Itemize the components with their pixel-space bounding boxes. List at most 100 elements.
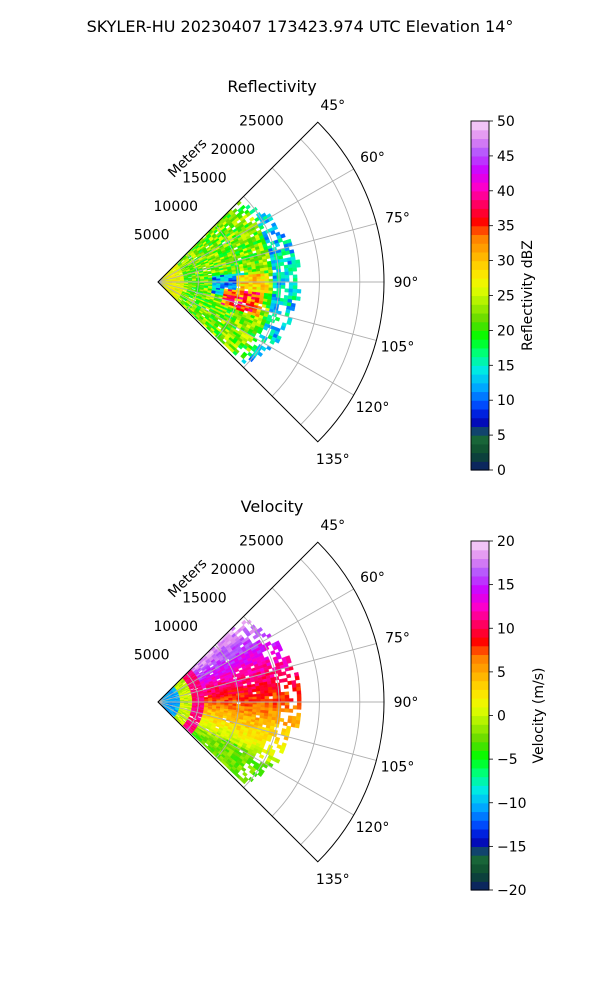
colorbar-band (471, 706, 489, 717)
colorbar-tick-label: 40 (497, 184, 515, 200)
colorbar-band (471, 794, 489, 804)
radial-tick-label: 10000 (154, 199, 199, 215)
radar-cell (284, 694, 290, 699)
colorbar-band (471, 698, 489, 708)
radar-cell (288, 708, 294, 713)
radar-cell (282, 301, 288, 307)
radar-cell (260, 276, 266, 280)
radar-cell (287, 264, 293, 269)
radar-cell (274, 316, 281, 322)
radar-cell (284, 274, 290, 279)
radar-cell (284, 271, 290, 276)
colorbar-tick-label: 0 (497, 463, 506, 479)
colorbar-band (471, 776, 489, 786)
reflectivity-panel: Reflectivity500010000150002000025000Mete… (134, 77, 536, 479)
azimuth-tick-label: 75° (385, 210, 410, 226)
colorbar-band (471, 138, 489, 148)
radar-cell (268, 281, 274, 286)
radar-cell (283, 264, 289, 269)
radar-cell (270, 650, 276, 656)
azimuth-tick-label: 90° (394, 275, 419, 291)
radar-cell (264, 284, 270, 289)
radar-cell (296, 694, 302, 699)
azimuth-tick-label: 105° (381, 340, 415, 356)
radar-cell (288, 292, 293, 297)
colorbar-tick-label: −15 (497, 839, 527, 855)
colorbar-band (471, 584, 489, 594)
radar-cell (272, 281, 278, 286)
colorbar-band (471, 802, 489, 813)
radar-cell (292, 687, 298, 692)
colorbar-band (471, 286, 489, 297)
colorbar-band (471, 347, 489, 358)
colorbar-tick-label: 30 (497, 254, 515, 270)
colorbar-band (471, 155, 489, 166)
radar-cell (272, 689, 277, 694)
radar-cell (239, 268, 245, 272)
colorbar-band (471, 689, 489, 699)
radar-cell (268, 704, 274, 709)
subplot-title: Velocity (241, 497, 304, 516)
radar-cell (244, 277, 249, 280)
radar-cell (268, 692, 274, 697)
colorbar-band (471, 855, 489, 865)
radar-cell (280, 271, 286, 276)
colorbar-band (471, 549, 489, 560)
radar-cell (240, 277, 245, 281)
radar-cell (288, 285, 294, 290)
colorbar-band (471, 558, 489, 568)
colorbar-band (471, 846, 489, 856)
radar-cell (241, 358, 247, 365)
azimuth-tick-label: 105° (381, 760, 415, 776)
colorbar-band (471, 750, 489, 760)
radial-tick-label: 15000 (182, 590, 227, 606)
radar-cell (286, 320, 292, 326)
colorbar-band (471, 610, 489, 621)
azimuth-tick-label: 45° (320, 518, 345, 534)
radar-cell (260, 696, 266, 700)
radar-data (159, 200, 302, 365)
radar-cell (288, 288, 294, 293)
colorbar-band (471, 759, 489, 769)
colorbar-tick-label: 10 (497, 393, 515, 409)
radar-cell (264, 695, 270, 700)
radar-cell (272, 701, 278, 706)
colorbar-tick-label: 50 (497, 114, 515, 130)
radar-cell (288, 281, 294, 286)
colorbar-band (471, 260, 489, 270)
radar-cell (256, 696, 262, 700)
radar-cell (268, 707, 274, 712)
azimuth-tick-label: 120° (356, 820, 390, 836)
radar-cell (296, 698, 302, 703)
radar-cell (284, 691, 290, 696)
colorbar-band (471, 636, 489, 647)
colorbar-band (471, 671, 489, 682)
radar-cell (268, 284, 274, 289)
radar-cell (272, 275, 278, 280)
radar-cell (284, 698, 290, 703)
radar-cell (240, 697, 245, 701)
radar-cell (268, 269, 273, 274)
radar-cell (255, 712, 261, 716)
radar-cell (288, 271, 294, 276)
colorbar-tick-label: 10 (497, 621, 515, 637)
radar-cell (296, 705, 302, 710)
colorbar-band (471, 575, 489, 586)
radar-cell (256, 273, 261, 278)
radar-cell (224, 698, 229, 701)
radar-cell (224, 278, 229, 281)
radar-cell (295, 263, 301, 268)
colorbar-band (471, 820, 489, 830)
radar-cell (252, 276, 258, 280)
radar-cell (284, 701, 290, 706)
colorbar-band (471, 663, 489, 673)
radar-cell (292, 288, 298, 294)
colorbar-band (471, 225, 489, 236)
radar-cell (280, 275, 286, 279)
radar-cell (258, 224, 265, 231)
radar-cell (268, 278, 274, 283)
colorbar-band (471, 278, 489, 288)
azimuth-tick-label: 60° (360, 570, 385, 586)
colorbar-tick-label: −20 (497, 883, 527, 899)
